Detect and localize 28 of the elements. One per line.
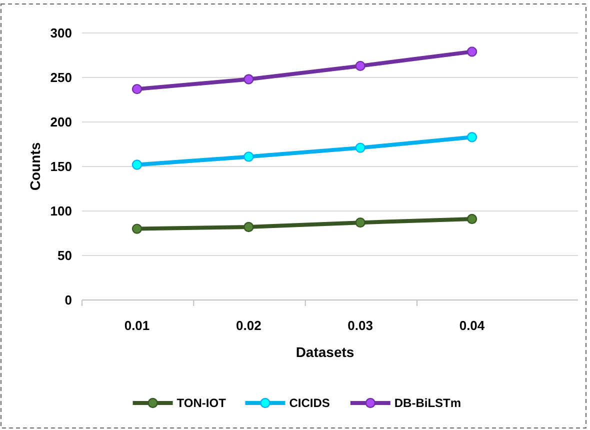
x-axis-title: Datasets — [296, 344, 354, 360]
point — [466, 46, 478, 57]
y-tick-label: 50 — [58, 248, 72, 264]
legend-label: DB-BiLSTm — [394, 396, 462, 410]
y-tick-label: 250 — [50, 70, 72, 86]
legend-label: CICIDS — [289, 396, 330, 410]
legend-label: TON-IOT — [176, 396, 227, 410]
point — [244, 74, 254, 84]
y-axis-title: Counts — [27, 142, 43, 191]
point — [466, 214, 478, 224]
x-tick-label: 0.04 — [459, 318, 486, 333]
point — [132, 84, 142, 94]
point — [355, 142, 366, 153]
point — [355, 217, 366, 228]
y-tick-label: 150 — [50, 159, 72, 174]
point — [355, 60, 366, 72]
x-tick-label: 0.03 — [348, 318, 373, 333]
y-tick-label: 300 — [50, 26, 72, 41]
point — [132, 160, 142, 170]
point — [132, 224, 142, 234]
point — [244, 152, 254, 162]
y-tick-label: 200 — [50, 114, 72, 130]
point — [244, 222, 254, 232]
x-tick-label: 0.01 — [124, 318, 150, 333]
point — [466, 132, 478, 142]
y-tick-label: 0 — [64, 292, 72, 308]
y-tick-label: 100 — [50, 204, 72, 219]
x-tick-label: 0.02 — [236, 318, 262, 333]
